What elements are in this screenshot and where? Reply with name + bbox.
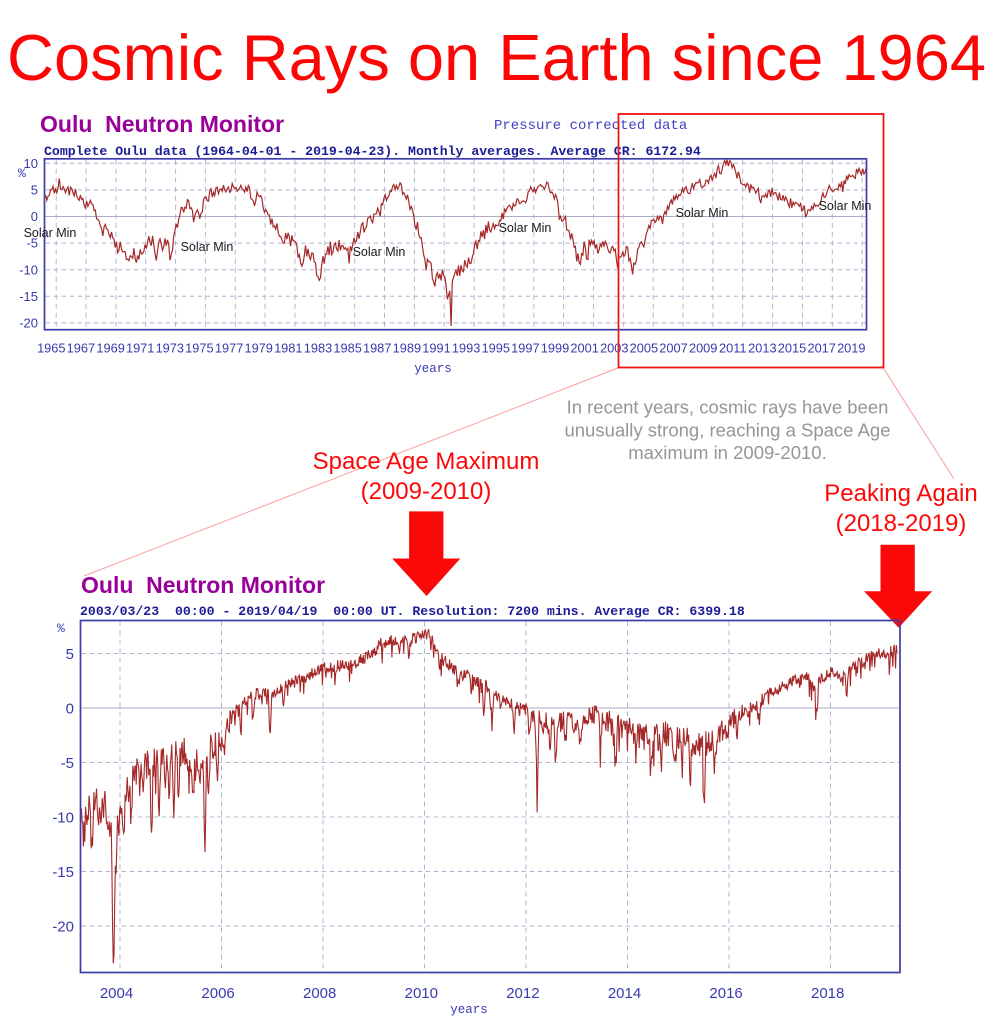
svg-text:2003: 2003 bbox=[600, 341, 628, 356]
svg-text:-5: -5 bbox=[26, 236, 38, 251]
svg-text:2018: 2018 bbox=[811, 985, 844, 1002]
svg-text:2010: 2010 bbox=[405, 985, 438, 1002]
svg-text:In recent years, cosmic rays h: In recent years, cosmic rays have been bbox=[567, 397, 889, 418]
svg-text:%: % bbox=[18, 166, 26, 181]
svg-text:1993: 1993 bbox=[452, 341, 480, 356]
svg-text:2012: 2012 bbox=[506, 985, 539, 1002]
svg-text:1969: 1969 bbox=[96, 341, 124, 356]
svg-text:5: 5 bbox=[66, 646, 74, 663]
svg-text:2005: 2005 bbox=[630, 341, 658, 356]
svg-text:1991: 1991 bbox=[422, 341, 450, 356]
svg-text:2016: 2016 bbox=[709, 985, 742, 1002]
svg-text:Pressure corrected data: Pressure corrected data bbox=[494, 118, 687, 134]
svg-text:unusually strong, reaching a S: unusually strong, reaching a Space Age bbox=[564, 419, 890, 440]
svg-text:2015: 2015 bbox=[778, 341, 806, 356]
svg-text:2011: 2011 bbox=[719, 341, 747, 356]
svg-text:years: years bbox=[450, 1003, 488, 1017]
svg-text:2009: 2009 bbox=[689, 341, 717, 356]
svg-text:-20: -20 bbox=[52, 918, 74, 935]
svg-text:(2009-2010): (2009-2010) bbox=[361, 478, 492, 505]
svg-text:(2018-2019): (2018-2019) bbox=[836, 510, 967, 537]
svg-text:-15: -15 bbox=[19, 289, 38, 304]
svg-text:1985: 1985 bbox=[333, 341, 361, 356]
svg-text:0: 0 bbox=[66, 700, 74, 717]
svg-text:-15: -15 bbox=[52, 864, 74, 881]
svg-text:Space Age Maximum: Space Age Maximum bbox=[313, 448, 540, 475]
svg-text:1995: 1995 bbox=[482, 341, 510, 356]
svg-text:-10: -10 bbox=[19, 262, 38, 277]
svg-text:2019: 2019 bbox=[837, 341, 865, 356]
svg-text:-5: -5 bbox=[61, 755, 74, 772]
svg-text:1981: 1981 bbox=[274, 341, 302, 356]
svg-text:-20: -20 bbox=[19, 316, 38, 331]
svg-text:2006: 2006 bbox=[201, 985, 234, 1002]
svg-text:-10: -10 bbox=[52, 809, 74, 826]
svg-text:1989: 1989 bbox=[393, 341, 421, 356]
svg-text:Solar Min: Solar Min bbox=[181, 240, 234, 254]
svg-text:%: % bbox=[57, 621, 65, 636]
svg-text:years: years bbox=[414, 362, 452, 376]
svg-text:2014: 2014 bbox=[608, 985, 641, 1002]
svg-text:Solar Min: Solar Min bbox=[353, 245, 406, 259]
svg-text:Oulu Neutron Monitor: Oulu Neutron Monitor bbox=[40, 111, 284, 137]
svg-text:1983: 1983 bbox=[304, 341, 332, 356]
svg-text:2017: 2017 bbox=[807, 341, 835, 356]
svg-text:2008: 2008 bbox=[303, 985, 336, 1002]
svg-text:1997: 1997 bbox=[511, 341, 539, 356]
svg-text:1987: 1987 bbox=[363, 341, 391, 356]
svg-text:maximum in 2009-2010.: maximum in 2009-2010. bbox=[628, 442, 826, 463]
svg-text:2003/03/23 00:00 - 2019/04/19: 2003/03/23 00:00 - 2019/04/19 00:00 UT. … bbox=[80, 604, 745, 619]
svg-text:Solar Min: Solar Min bbox=[499, 221, 552, 235]
svg-text:Cosmic Rays on Earth since 196: Cosmic Rays on Earth since 1964 bbox=[7, 21, 986, 94]
svg-text:Peaking Again: Peaking Again bbox=[824, 480, 977, 507]
svg-text:2001: 2001 bbox=[570, 341, 598, 356]
svg-text:1979: 1979 bbox=[244, 341, 272, 356]
svg-text:1999: 1999 bbox=[541, 341, 569, 356]
svg-text:2013: 2013 bbox=[748, 341, 776, 356]
svg-text:5: 5 bbox=[31, 183, 38, 198]
svg-text:Solar Min: Solar Min bbox=[819, 199, 872, 213]
svg-text:1975: 1975 bbox=[185, 341, 213, 356]
svg-text:2007: 2007 bbox=[659, 341, 687, 356]
svg-text:2004: 2004 bbox=[100, 985, 133, 1002]
svg-text:1971: 1971 bbox=[126, 341, 154, 356]
svg-text:1967: 1967 bbox=[67, 341, 95, 356]
svg-text:Oulu Neutron Monitor: Oulu Neutron Monitor bbox=[81, 572, 325, 598]
svg-text:1973: 1973 bbox=[156, 341, 184, 356]
svg-text:0: 0 bbox=[31, 209, 38, 224]
svg-text:1977: 1977 bbox=[215, 341, 243, 356]
svg-text:Solar Min: Solar Min bbox=[24, 226, 77, 240]
svg-text:1965: 1965 bbox=[37, 341, 65, 356]
svg-text:10: 10 bbox=[24, 156, 38, 171]
svg-text:Complete Oulu data (1964-04-01: Complete Oulu data (1964-04-01 - 2019-04… bbox=[44, 144, 701, 159]
svg-text:Solar Min: Solar Min bbox=[676, 206, 729, 220]
